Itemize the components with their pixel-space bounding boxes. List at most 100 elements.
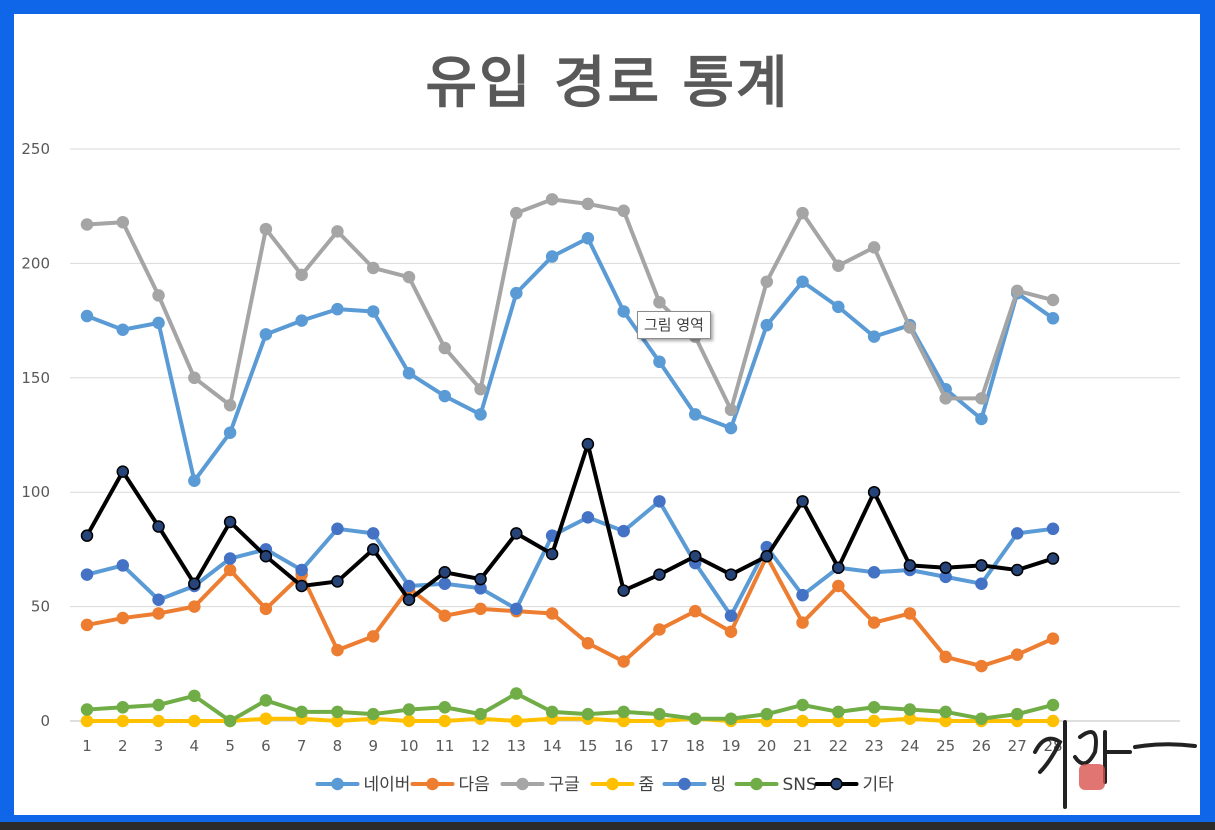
chart-title: 유입 경로 통계 (425, 51, 790, 116)
data-point (760, 318, 774, 332)
data-point (867, 616, 881, 629)
x-tick-label: 23 (865, 737, 884, 755)
data-point (116, 714, 130, 728)
data-point (80, 703, 94, 716)
data-point (188, 577, 201, 590)
legend-item[interactable]: 기타 (814, 775, 895, 795)
legend-item[interactable]: 구글 (500, 775, 580, 795)
data-point (223, 426, 237, 439)
x-tick-label: 15 (578, 737, 597, 755)
data-point (259, 694, 273, 707)
data-point (366, 527, 380, 540)
series-line (85, 554, 1055, 669)
bottom-border (0, 822, 1215, 830)
data-point (796, 616, 809, 629)
data-point (510, 687, 523, 700)
data-point (223, 552, 237, 565)
data-point (653, 495, 666, 508)
data-point (545, 705, 559, 719)
data-point (724, 609, 738, 623)
legend-label: SNS (783, 775, 817, 795)
x-tick-label: 25 (936, 737, 955, 755)
x-tick-label: 16 (614, 737, 633, 755)
x-tick-label: 3 (154, 737, 164, 755)
legend[interactable]: 네이버 다음 구글 줌 빙 SNS 기타 (315, 775, 895, 795)
data-point (867, 485, 881, 499)
data-point (438, 341, 452, 355)
data-point (510, 714, 523, 728)
data-point (939, 650, 952, 664)
data-point (116, 701, 130, 714)
data-point (152, 289, 165, 302)
data-point (402, 714, 416, 728)
legend-item[interactable]: 네이버 (315, 775, 411, 795)
data-point (331, 575, 344, 588)
x-tick-label: 22 (829, 737, 848, 755)
data-point (796, 698, 809, 712)
data-point (80, 568, 94, 581)
data-point (581, 437, 595, 451)
data-point (331, 225, 344, 238)
legend-item[interactable]: 다음 (410, 775, 490, 795)
legend-item[interactable]: SNS (734, 775, 817, 795)
x-tick-label: 27 (1008, 737, 1027, 755)
data-point (438, 389, 452, 403)
data-point (581, 707, 595, 721)
data-point (474, 382, 487, 396)
data-point (796, 206, 809, 220)
data-point (975, 712, 988, 725)
data-point (545, 193, 559, 206)
data-point (366, 707, 380, 721)
series-0 (80, 231, 1060, 488)
data-point (474, 572, 487, 586)
x-tick-label: 20 (757, 737, 776, 755)
data-point (1046, 698, 1060, 712)
data-point (510, 602, 523, 616)
data-point (223, 399, 237, 412)
data-point (867, 241, 881, 254)
legend-marker (830, 777, 843, 791)
data-point (832, 561, 845, 574)
data-point (259, 222, 273, 236)
y-tick-label: 200 (21, 254, 50, 272)
data-point (295, 705, 308, 719)
x-tick-label: 10 (399, 737, 418, 755)
data-point (295, 579, 308, 593)
data-point (760, 707, 774, 721)
data-point (80, 529, 94, 542)
data-point (975, 577, 988, 590)
series-line (85, 499, 1055, 618)
legend-item[interactable]: 줌 (590, 775, 655, 795)
y-tick-label: 100 (21, 483, 50, 501)
data-point (653, 296, 666, 309)
x-tick-label: 18 (686, 737, 705, 755)
data-point (188, 474, 201, 488)
chart-frame (14, 14, 1200, 815)
data-point (331, 705, 344, 719)
data-point (617, 655, 630, 668)
data-point (688, 408, 702, 421)
data-point (617, 524, 630, 538)
data-point (1046, 522, 1060, 536)
legend-label: 다음 (459, 775, 490, 795)
data-point (259, 550, 273, 563)
data-point (1046, 632, 1060, 645)
data-point (152, 520, 165, 533)
x-tick-label: 24 (900, 737, 919, 755)
data-point (438, 577, 452, 590)
data-point (80, 618, 94, 632)
legend-label: 줌 (639, 775, 655, 795)
gridlines (70, 148, 1180, 722)
data-point (402, 579, 416, 593)
data-point (545, 547, 559, 561)
data-point (152, 714, 165, 728)
data-point (617, 705, 630, 719)
data-point (688, 604, 702, 618)
data-point (867, 714, 881, 728)
data-point (188, 689, 201, 703)
data-point (259, 602, 273, 616)
data-point (474, 408, 487, 421)
data-point (688, 550, 702, 563)
legend-item[interactable]: 빙 (662, 775, 727, 795)
